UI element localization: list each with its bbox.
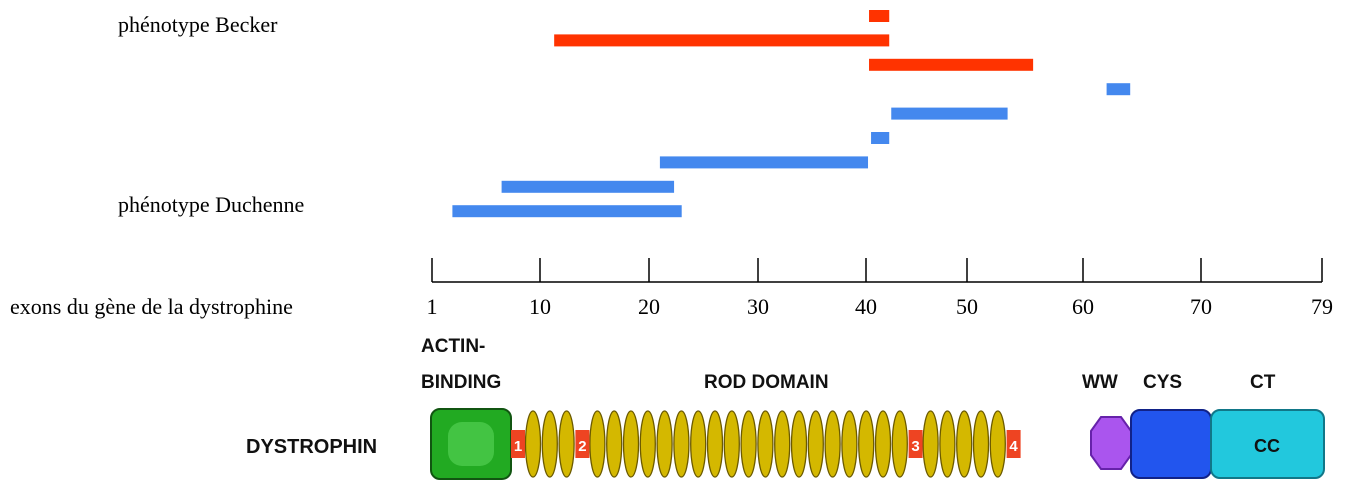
axis-title: exons du gène de la dystrophine [10, 294, 293, 319]
rod-repeat [723, 410, 740, 478]
deletion-bars [452, 10, 1131, 218]
rod-repeat [824, 410, 841, 478]
hinge-label: 4 [1009, 438, 1018, 455]
hinge-label: 3 [911, 438, 919, 455]
rod-repeat [706, 410, 724, 478]
rod-repeat [922, 410, 939, 478]
rod-repeat [656, 410, 673, 478]
rod-repeat [558, 410, 575, 478]
duchenne-deletion-bar [871, 132, 890, 144]
rod-repeat [841, 410, 858, 478]
rod-repeat [891, 410, 908, 478]
axis-tick-label: 50 [956, 294, 978, 319]
ct-domain-label: CT [1250, 372, 1276, 393]
rod-repeat [673, 410, 690, 478]
ww-domain-label: WW [1082, 372, 1118, 393]
rod-repeat [774, 410, 791, 478]
actin-binding-label-line1: ACTIN- [421, 336, 485, 357]
axis-tick-label: 70 [1190, 294, 1212, 319]
hinge-label: 1 [514, 438, 522, 455]
exon-axis: 1 10 20 30 40 50 60 70 79 [427, 258, 1333, 319]
hinge-2 [575, 430, 590, 458]
rod-repeat [541, 410, 558, 478]
rod-repeat [606, 410, 623, 478]
actin-binding-domain-highlight [448, 422, 494, 466]
rod-repeat [972, 410, 990, 478]
hinge-3 [908, 430, 923, 458]
rod-repeat [757, 410, 774, 478]
rod-repeat [622, 410, 640, 478]
duchenne-deletion-bar [1106, 83, 1131, 96]
axis-tick-label: 30 [747, 294, 769, 319]
rod-repeat [589, 410, 606, 478]
cys-domain-label: CYS [1143, 372, 1182, 393]
rod-repeat [858, 410, 875, 478]
rod-repeat [956, 410, 973, 478]
duchenne-phenotype-label: phénotype Duchenne [118, 192, 304, 217]
rod-repeat [939, 410, 956, 478]
becker-deletion-bar [869, 10, 890, 22]
hinges: 1 2 3 4 [511, 430, 1021, 458]
rod-repeats [524, 410, 1006, 478]
hinge-label: 2 [578, 438, 586, 455]
duchenne-deletion-bar [452, 205, 682, 218]
rod-repeat [639, 410, 656, 478]
duchenne-deletion-bar [501, 180, 675, 193]
rod-repeat [807, 410, 824, 478]
ct-coiled-coil-label: CC [1254, 436, 1280, 456]
rod-repeat [790, 410, 808, 478]
cys-domain [1130, 409, 1212, 479]
duchenne-deletion-bar [659, 156, 869, 169]
axis-tick-label: 40 [855, 294, 877, 319]
rod-repeat [524, 410, 542, 478]
rod-repeat [874, 410, 892, 478]
axis-tick-label: 20 [638, 294, 660, 319]
hinge-1 [511, 430, 525, 458]
protein-name-label: DYSTROPHIN [246, 436, 377, 458]
actin-binding-label-line2: BINDING [421, 372, 501, 393]
axis-tick-label: 60 [1072, 294, 1094, 319]
duchenne-deletion-bar [891, 107, 1008, 120]
becker-phenotype-label: phénotype Becker [118, 12, 278, 37]
rod-domain-label: ROD DOMAIN [704, 372, 829, 393]
becker-deletion-bar [554, 34, 890, 47]
axis-tick-label: 1 [427, 294, 438, 319]
protein-schematic: 1 2 3 4 CC [430, 408, 1325, 480]
rod-repeat [690, 410, 707, 478]
hinge-4 [1006, 430, 1021, 458]
axis-tick-label: 79 [1311, 294, 1333, 319]
rod-repeat [740, 410, 757, 478]
axis-tick-label: 10 [529, 294, 551, 319]
rod-repeat [989, 410, 1006, 478]
ct-domain [1210, 409, 1325, 479]
becker-deletion-bar [869, 58, 1034, 71]
ww-domain [1090, 416, 1132, 470]
